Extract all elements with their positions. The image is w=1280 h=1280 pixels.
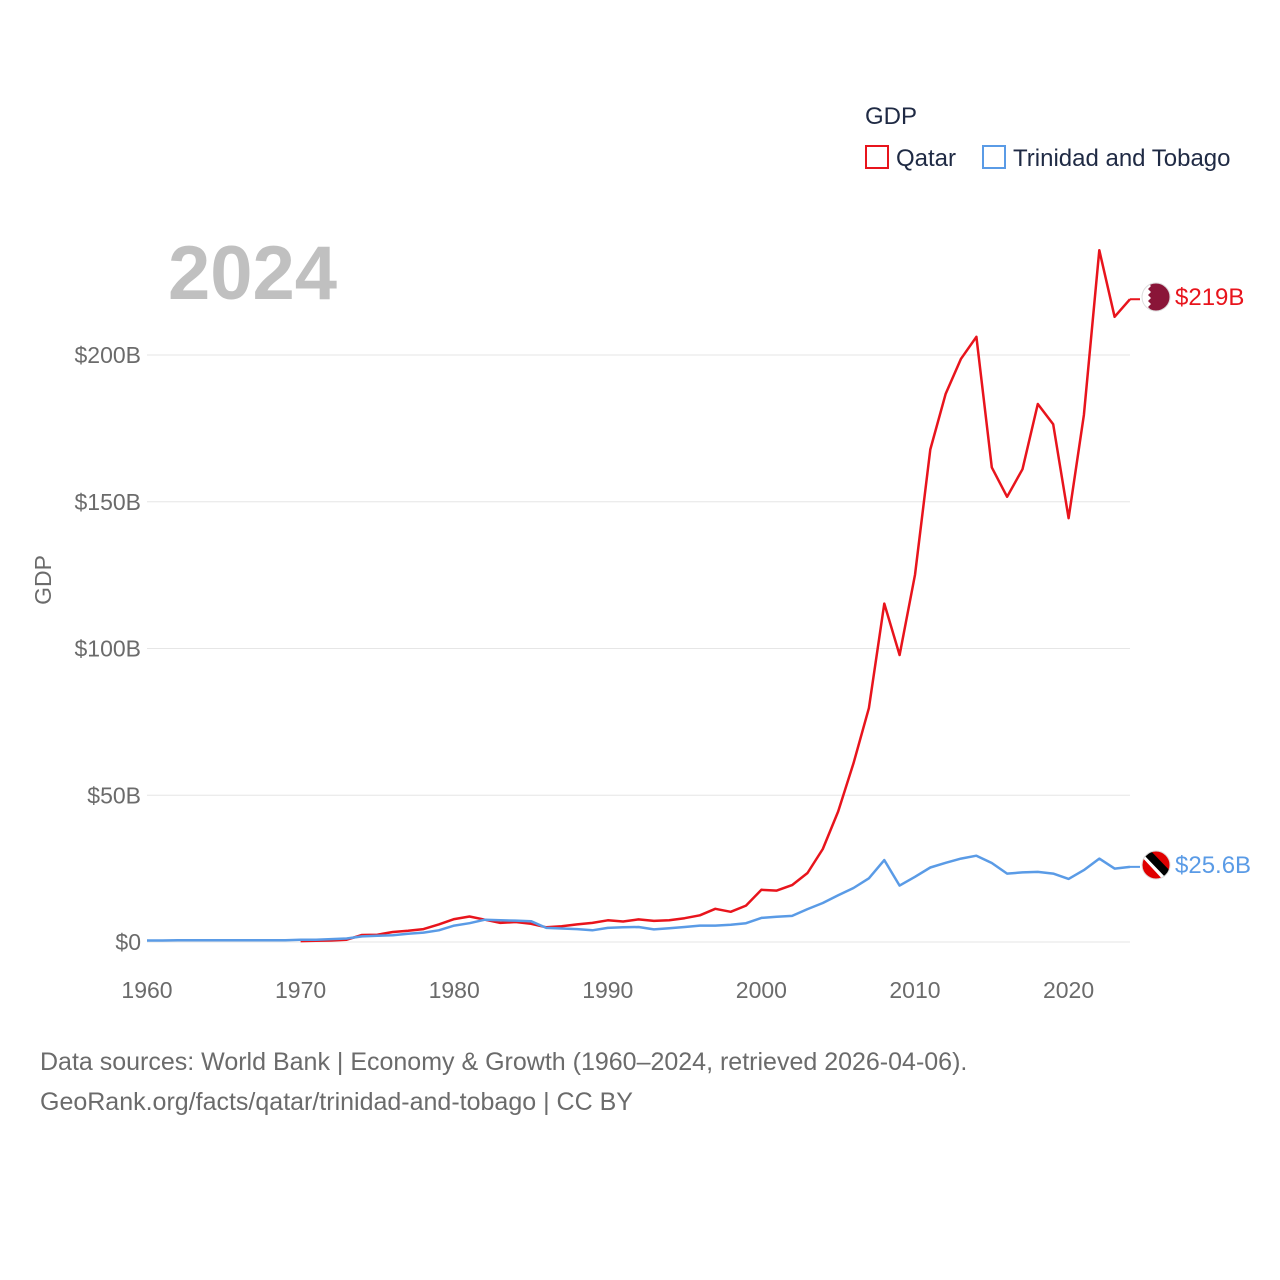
- x-tick-label: 1990: [582, 977, 633, 1003]
- series-line-trinidad-and-tobago: [147, 854, 1131, 942]
- legend: GDP Qatar Trinidad and Tobago: [865, 103, 1231, 172]
- trinidad-and-tobago-flag-icon: [1142, 851, 1170, 879]
- y-tick-label: $150B: [74, 489, 141, 515]
- year-label: 2024: [168, 231, 337, 316]
- legend-label-trinidad-and-tobago: Trinidad and Tobago: [1013, 145, 1231, 172]
- x-axis-ticks: 1960 1970 1980 1990 2000 2010 2020: [121, 977, 1094, 1003]
- legend-label-qatar: Qatar: [896, 145, 956, 172]
- source-line-1: Data sources: World Bank | Economy & Gro…: [40, 1048, 968, 1076]
- legend-item-trinidad-and-tobago[interactable]: Trinidad and Tobago: [982, 145, 1231, 172]
- series-endpoints: [1130, 298, 1140, 868]
- x-tick-label: 2000: [736, 977, 787, 1003]
- x-tick-label: 1970: [275, 977, 326, 1003]
- legend-swatch-trinidad-and-tobago: [982, 145, 1006, 169]
- y-tick-label: $200B: [74, 342, 141, 368]
- x-tick-label: 2020: [1043, 977, 1094, 1003]
- source-note: Data sources: World Bank | Economy & Gro…: [40, 1042, 967, 1122]
- x-tick-label: 1960: [121, 977, 172, 1003]
- y-tick-label: $100B: [74, 636, 141, 662]
- y-axis-ticks: $0 $50B $100B $150B $200B: [74, 342, 141, 955]
- gridlines: [147, 354, 1130, 943]
- series-line-qatar: [300, 248, 1131, 943]
- series-lines: [147, 248, 1131, 943]
- y-tick-label: $50B: [87, 782, 141, 808]
- x-tick-label: 1980: [429, 977, 480, 1003]
- legend-item-qatar[interactable]: Qatar: [865, 145, 956, 172]
- x-tick-label: 2010: [889, 977, 940, 1003]
- source-line-2[interactable]: GeoRank.org/facts/qatar/trinidad-and-tob…: [40, 1088, 633, 1116]
- legend-title: GDP: [865, 103, 917, 130]
- y-tick-label: $0: [115, 929, 141, 955]
- y-axis-title: GDP: [30, 555, 56, 605]
- end-label-qatar: $219B: [1175, 284, 1244, 311]
- end-label-trinidad-and-tobago: $25.6B: [1175, 852, 1251, 879]
- legend-swatch-qatar: [865, 145, 889, 169]
